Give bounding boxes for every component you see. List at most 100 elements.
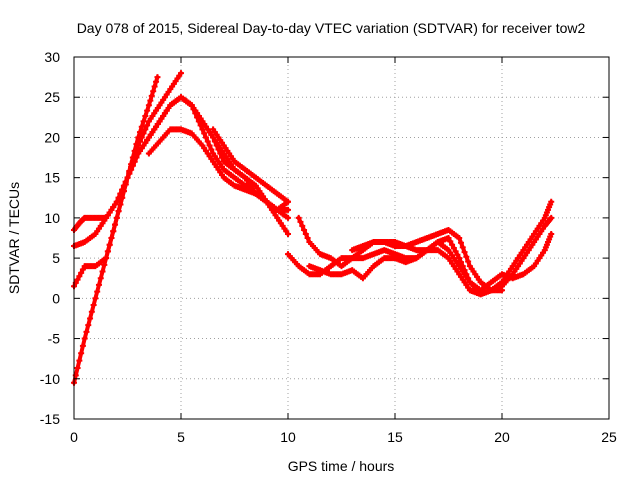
data-point — [78, 269, 85, 276]
data-point — [117, 190, 124, 197]
data-point — [92, 295, 99, 302]
y-tick-label: 0 — [52, 290, 60, 306]
data-point — [87, 315, 94, 322]
data-point — [90, 302, 97, 309]
data-point — [463, 271, 470, 278]
data-point — [104, 248, 111, 255]
data-point — [202, 134, 209, 141]
data-point — [548, 198, 555, 205]
data-point — [142, 126, 149, 133]
data-point — [204, 138, 211, 145]
data-point — [140, 130, 147, 137]
data-point — [78, 350, 85, 357]
y-tick-label: -10 — [40, 371, 60, 387]
data-point — [499, 287, 505, 294]
data-point — [548, 214, 555, 221]
axis-ticks: 0 5 10 15 20 25 -15 -10 -5 0 5 10 15 20 25 30 — [40, 49, 617, 445]
data-point — [459, 244, 466, 251]
data-point — [133, 154, 140, 161]
y-tick-label: -5 — [48, 331, 61, 347]
x-tick-label: 25 — [601, 429, 617, 445]
y-tick-label: 10 — [44, 210, 60, 226]
series-track-11 — [349, 226, 505, 294]
data-point — [124, 174, 131, 181]
data-point — [151, 83, 158, 90]
data-point — [452, 248, 459, 255]
data-point — [138, 134, 145, 141]
x-tick-label: 10 — [280, 429, 296, 445]
chart-title: Day 078 of 2015, Sidereal Day-to-day VTE… — [77, 20, 586, 36]
data-point — [138, 123, 145, 130]
data-point — [120, 182, 127, 189]
data-point — [128, 166, 135, 173]
x-tick-label: 20 — [494, 429, 510, 445]
data-point — [135, 142, 142, 149]
y-tick-label: 20 — [44, 129, 60, 145]
data-point — [115, 208, 122, 215]
data-point — [463, 253, 470, 260]
data-point — [112, 221, 119, 228]
data-point — [136, 138, 143, 145]
data-point — [110, 228, 117, 235]
data-point — [126, 170, 133, 177]
data-point — [285, 214, 291, 221]
y-tick-label: 30 — [44, 49, 60, 65]
data-point — [99, 268, 106, 275]
data-point — [79, 266, 86, 273]
series-track-10 — [306, 230, 555, 294]
data-point — [76, 273, 83, 280]
data-point — [201, 130, 208, 137]
data-point — [94, 288, 101, 295]
data-point — [456, 255, 463, 262]
data-point — [117, 201, 124, 208]
data-point — [461, 267, 468, 274]
data-point — [106, 241, 113, 248]
data-point — [454, 251, 461, 258]
data-point — [301, 226, 308, 233]
y-tick-label: 25 — [44, 89, 60, 105]
data-point — [465, 275, 472, 282]
data-point — [131, 158, 138, 165]
data-point — [199, 126, 206, 133]
series-line — [72, 75, 160, 385]
data-point — [304, 235, 311, 241]
series-line — [72, 95, 290, 249]
data-point — [122, 178, 129, 185]
data-point — [76, 357, 83, 364]
data-point — [213, 142, 220, 149]
data-point — [144, 122, 151, 129]
data-point — [461, 249, 468, 256]
data-point — [95, 281, 102, 288]
y-tick-label: 15 — [44, 170, 60, 186]
data-point — [210, 134, 217, 141]
data-point — [81, 335, 88, 342]
data-point — [101, 261, 108, 268]
data-point — [459, 263, 466, 270]
y-tick-label: -15 — [40, 411, 60, 427]
data-point — [74, 365, 81, 372]
data-point — [145, 102, 152, 109]
plot-frame — [73, 56, 610, 420]
data-point — [297, 218, 304, 225]
data-point — [79, 342, 86, 349]
data-point — [219, 154, 226, 161]
x-axis-label: GPS time / hours — [288, 458, 395, 474]
data-series — [71, 70, 555, 386]
data-point — [285, 198, 291, 205]
data-point — [295, 214, 302, 221]
data-point — [97, 275, 104, 282]
series-track-9 — [295, 198, 555, 298]
y-tick-label: 5 — [52, 250, 60, 266]
data-point — [85, 322, 92, 329]
data-point — [142, 112, 149, 119]
series-track-6 — [178, 94, 291, 237]
data-point — [449, 241, 456, 248]
data-point — [113, 198, 120, 205]
data-point — [445, 235, 452, 241]
grid — [74, 57, 609, 419]
data-point — [450, 245, 457, 252]
data-point — [153, 78, 160, 85]
data-point — [456, 235, 463, 241]
data-point — [302, 230, 309, 237]
series-track-3 — [71, 94, 291, 233]
